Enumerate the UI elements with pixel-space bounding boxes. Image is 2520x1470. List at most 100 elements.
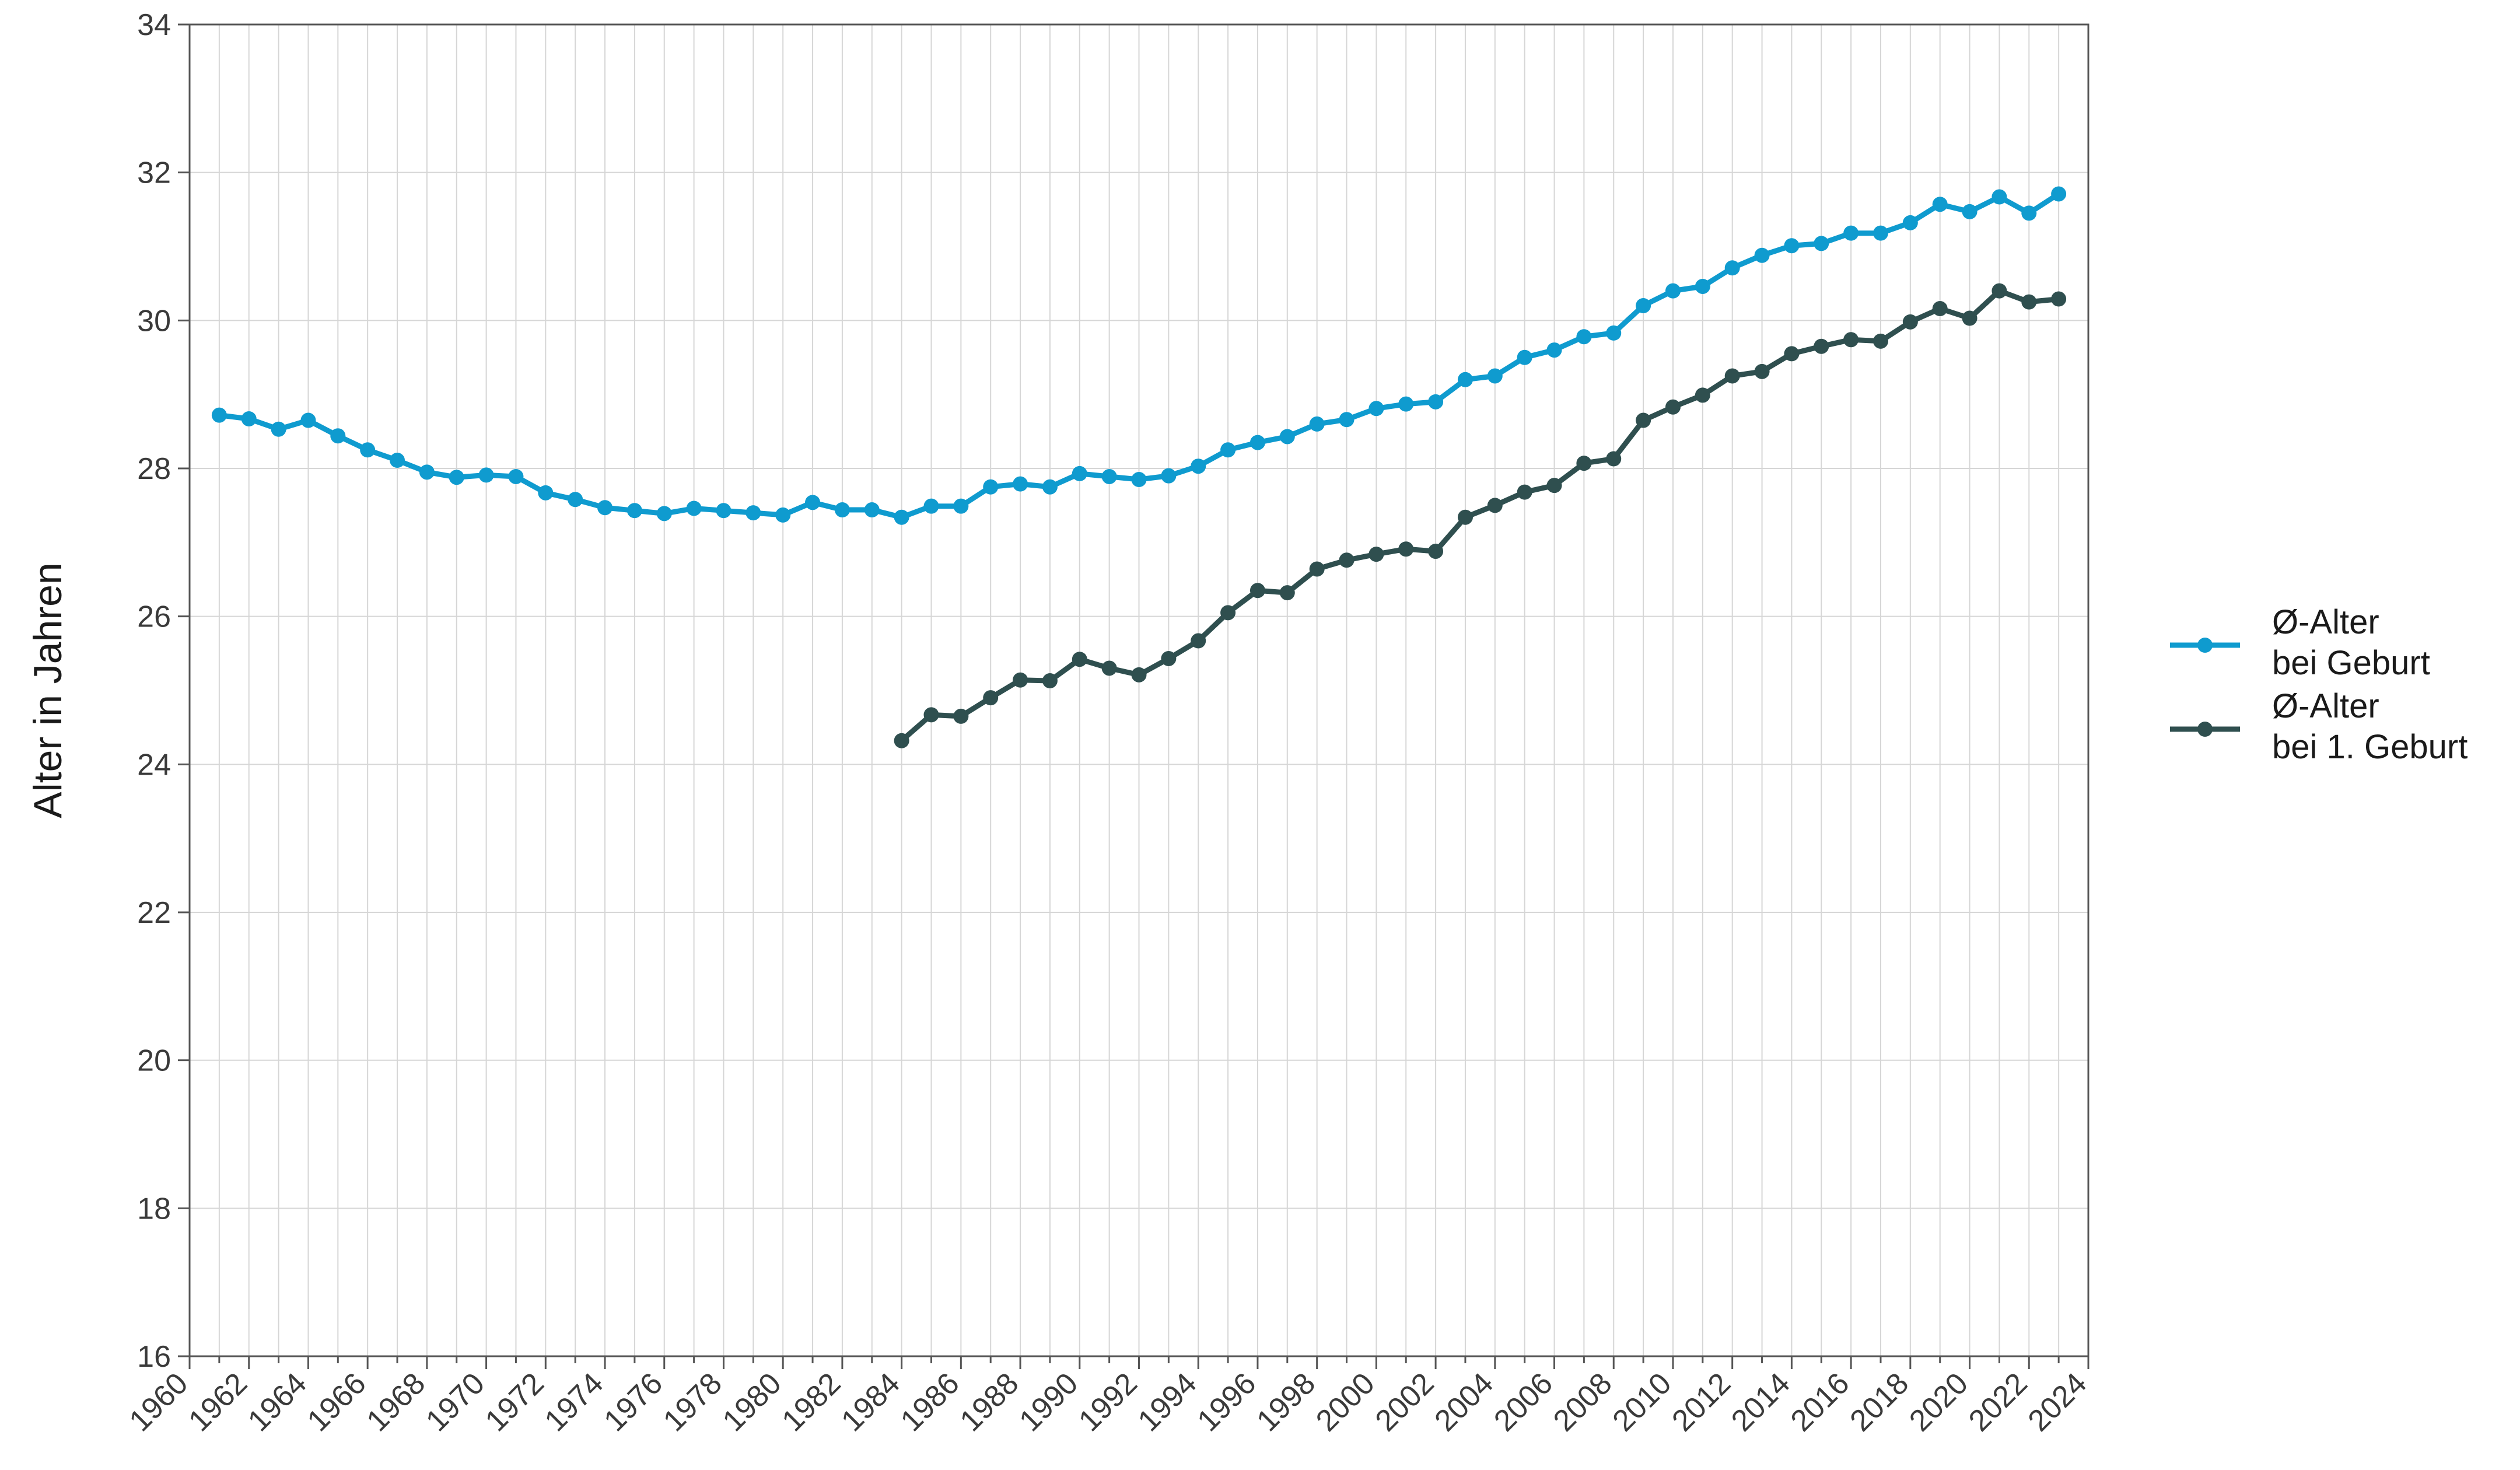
y-tick-label: 24 (137, 748, 171, 782)
x-tick-label: 2002 (1369, 1366, 1441, 1438)
series-1-point (1546, 342, 1562, 358)
series-2-point (1992, 283, 2007, 299)
series-2-point (1902, 314, 1918, 330)
y-tick-label: 18 (137, 1192, 171, 1226)
series-2-point (1873, 333, 1888, 349)
x-tick-label: 2018 (1844, 1366, 1916, 1438)
series-layer (211, 186, 2067, 748)
series-2-point (1428, 544, 1444, 559)
x-tick-label: 1990 (1013, 1366, 1084, 1438)
series-1-point (1309, 416, 1325, 432)
series-1-point (1220, 442, 1236, 458)
series-1-point (894, 509, 909, 525)
y-tick-label: 30 (137, 304, 171, 338)
series-2-point (1339, 552, 1354, 568)
series-1-point (211, 407, 227, 423)
series-1-point (1368, 401, 1384, 416)
y-tick-label: 26 (137, 600, 171, 634)
y-tick-label: 16 (137, 1340, 171, 1374)
series-1-point (775, 507, 791, 523)
legend-marker-2 (2197, 722, 2213, 737)
series-1-point (1250, 435, 1265, 450)
series-2-point (1220, 605, 1236, 621)
x-tick-label: 1978 (657, 1366, 729, 1438)
series-2-point (1131, 667, 1147, 682)
series-1-point (1457, 372, 1473, 387)
series-1-point (716, 503, 732, 519)
series-1-point (241, 411, 257, 427)
series-2-point (1398, 541, 1414, 557)
series-1-point (1487, 368, 1503, 384)
series-2-point (1576, 456, 1592, 471)
x-tick-label: 1984 (835, 1366, 907, 1438)
legend-label-1: bei Geburt (2272, 644, 2430, 682)
series-1-point (1101, 468, 1117, 484)
series-1-point (1902, 215, 1918, 230)
series-2-point (1754, 363, 1770, 379)
x-tick-label: 2000 (1310, 1366, 1381, 1438)
legend-label-2: bei 1. Geburt (2272, 728, 2468, 766)
series-1-point (1042, 479, 1058, 495)
series-2-point (1013, 672, 1028, 688)
series-2-point (953, 708, 969, 724)
series-1-point (568, 492, 583, 508)
series-1-point (1279, 429, 1295, 444)
legend-label-1: Ø-Alter (2272, 603, 2379, 641)
series-2-point (1457, 509, 1473, 525)
x-tick-label: 1970 (419, 1366, 491, 1438)
series-2-point (1487, 498, 1503, 513)
series-2-point (1161, 650, 1177, 666)
series-1-point (1191, 459, 1206, 474)
series-2-point (1072, 652, 1087, 667)
y-tick-label: 34 (137, 8, 171, 42)
series-2-point (2021, 294, 2037, 310)
x-tick-label: 2012 (1665, 1366, 1737, 1438)
series-1-point (1131, 472, 1147, 488)
series-1-point (1606, 325, 1622, 341)
series-1-point (953, 498, 969, 514)
series-2-point (1279, 585, 1295, 601)
series-1-point (1784, 238, 1800, 254)
series-1-point (1576, 329, 1592, 345)
x-tick-label: 2024 (2022, 1366, 2094, 1438)
series-1-point (449, 470, 464, 485)
y-tick-label: 22 (137, 896, 171, 930)
series-2-point (1932, 301, 1948, 317)
series-2-point (2051, 291, 2067, 307)
x-tick-label: 1994 (1132, 1366, 1203, 1438)
series-2-point (1546, 478, 1562, 494)
plot-frame (188, 23, 2090, 1357)
series-2-point (1843, 332, 1859, 348)
y-axis-title: Alter in Jahren (26, 562, 70, 818)
series-1-point (1636, 298, 1651, 313)
series-2-point (1784, 346, 1800, 362)
series-1-point (597, 500, 613, 516)
series-1-point (656, 506, 672, 522)
series-1-point (1724, 260, 1740, 276)
series-1-point (1428, 394, 1444, 410)
series-1-point (686, 501, 702, 516)
x-tick-label: 1976 (597, 1366, 669, 1438)
series-1-point (538, 485, 554, 501)
x-tick-label: 1992 (1072, 1366, 1144, 1438)
series-2-point (1309, 561, 1325, 577)
series-2-point (1962, 310, 1978, 326)
series-1-point (1992, 189, 2007, 205)
series-1-point (1754, 247, 1770, 263)
x-tick-label: 2004 (1428, 1366, 1500, 1438)
series-1-point (1932, 197, 1948, 212)
x-tick-label: 1974 (538, 1366, 610, 1438)
x-tick-label: 1960 (123, 1366, 195, 1438)
series-2-point (1814, 338, 1829, 354)
x-tick-label: 2006 (1488, 1366, 1559, 1438)
series-2-point (983, 690, 999, 706)
x-tick-label: 1982 (776, 1366, 848, 1438)
x-tick-label: 1988 (954, 1366, 1026, 1438)
x-axis-ticks: 1960196219641966196819701972197419761978… (123, 1356, 2094, 1438)
x-tick-label: 1972 (479, 1366, 551, 1438)
series-1-point (1072, 466, 1087, 481)
y-tick-label: 20 (137, 1044, 171, 1078)
grid-lines (189, 24, 2089, 1357)
x-tick-label: 2010 (1606, 1366, 1678, 1438)
